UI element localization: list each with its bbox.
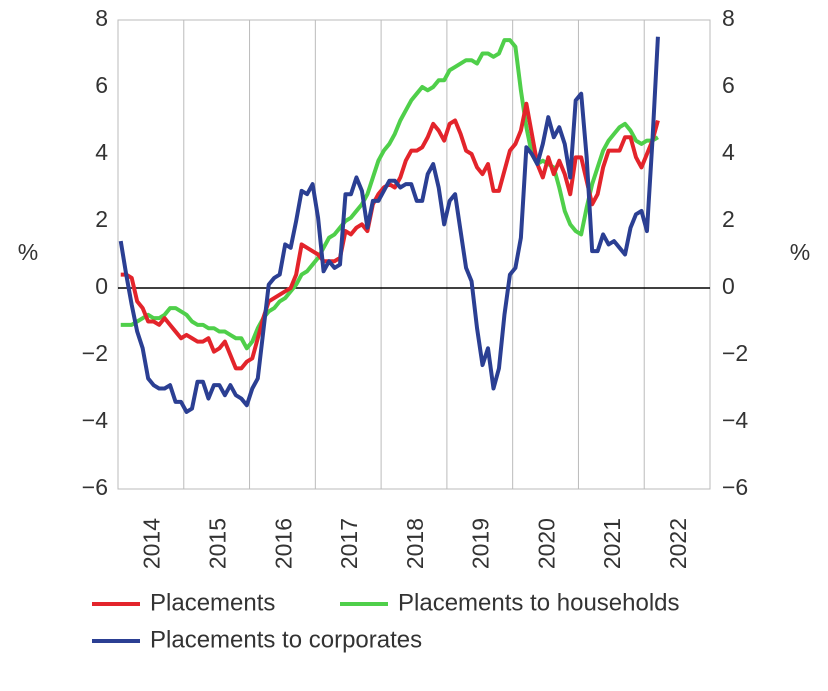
y-tick-label: 0	[95, 273, 108, 299]
x-tick-label: 2014	[139, 518, 165, 569]
x-tick-label: 2015	[204, 518, 230, 569]
y2-tick-label: 4	[722, 139, 735, 165]
legend-label: Placements	[150, 589, 275, 616]
y2-tick-label: 0	[722, 273, 735, 299]
y-tick-label: −2	[82, 340, 108, 366]
y2-tick-label: 2	[722, 206, 735, 232]
x-tick-label: 2018	[402, 518, 428, 569]
y-tick-label: 8	[95, 5, 108, 31]
x-tick-label: 2021	[599, 518, 625, 569]
x-tick-label: 2019	[468, 518, 494, 569]
y-tick-label: 2	[95, 206, 108, 232]
x-tick-label: 2020	[533, 518, 559, 569]
series-line	[120, 38, 659, 351]
y2-axis-label: %	[790, 239, 810, 265]
y-tick-label: 6	[95, 72, 108, 98]
legend-label: Placements to households	[398, 589, 680, 616]
y-tick-label: 4	[95, 139, 108, 165]
plot-frame	[117, 19, 711, 490]
x-tick-label: 2022	[665, 518, 691, 569]
y2-tick-label: 8	[722, 5, 735, 31]
y-axis-label: %	[18, 239, 38, 265]
legend-label: Placements to corporates	[150, 626, 422, 653]
y2-tick-label: 6	[722, 72, 735, 98]
y2-tick-label: −2	[722, 340, 748, 366]
series-line	[118, 36, 660, 414]
y2-tick-label: −6	[722, 474, 748, 500]
y2-tick-label: −4	[722, 407, 748, 433]
x-tick-label: 2016	[270, 518, 296, 569]
y-tick-label: −4	[82, 407, 108, 433]
x-tick-label: 2017	[336, 518, 362, 569]
y-tick-label: −6	[82, 474, 108, 500]
